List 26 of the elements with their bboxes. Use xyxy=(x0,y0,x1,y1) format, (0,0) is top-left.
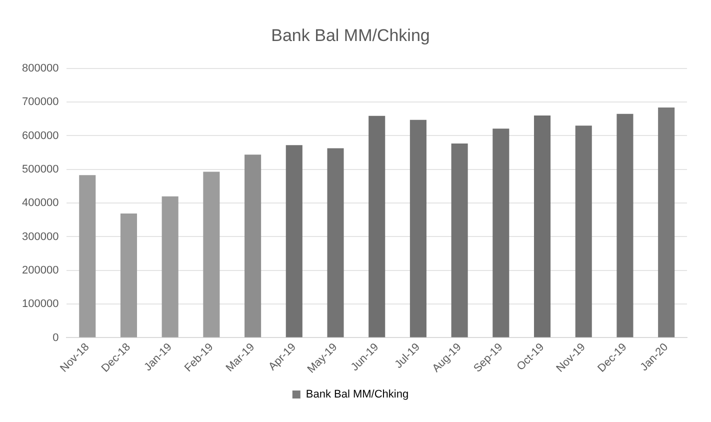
y-tick-label: 600000 xyxy=(22,130,59,142)
bar xyxy=(492,128,510,338)
y-tick-label: 200000 xyxy=(22,264,59,276)
bar xyxy=(575,126,592,338)
legend-label: Bank Bal MM/Chking xyxy=(306,388,409,401)
bar xyxy=(244,154,262,338)
bar xyxy=(203,172,220,338)
bar xyxy=(451,143,468,338)
y-tick-label: 800000 xyxy=(22,62,59,74)
y-tick-label: 0 xyxy=(52,332,59,344)
y-tick-label: 500000 xyxy=(22,163,59,176)
chart-title: Bank Bal MM/Chking xyxy=(271,26,430,45)
bar xyxy=(120,214,138,338)
y-tick-label: 400000 xyxy=(22,197,59,210)
bar xyxy=(368,116,386,338)
bar xyxy=(410,120,426,338)
bar xyxy=(616,114,634,338)
bar xyxy=(327,148,344,338)
bar xyxy=(79,175,96,338)
bar xyxy=(534,116,551,338)
y-tick-label: 300000 xyxy=(22,230,59,243)
y-tick-label: 100000 xyxy=(22,298,59,310)
bar xyxy=(286,145,302,338)
bar xyxy=(162,196,178,338)
bar xyxy=(658,107,675,338)
y-tick-label: 700000 xyxy=(22,96,59,108)
